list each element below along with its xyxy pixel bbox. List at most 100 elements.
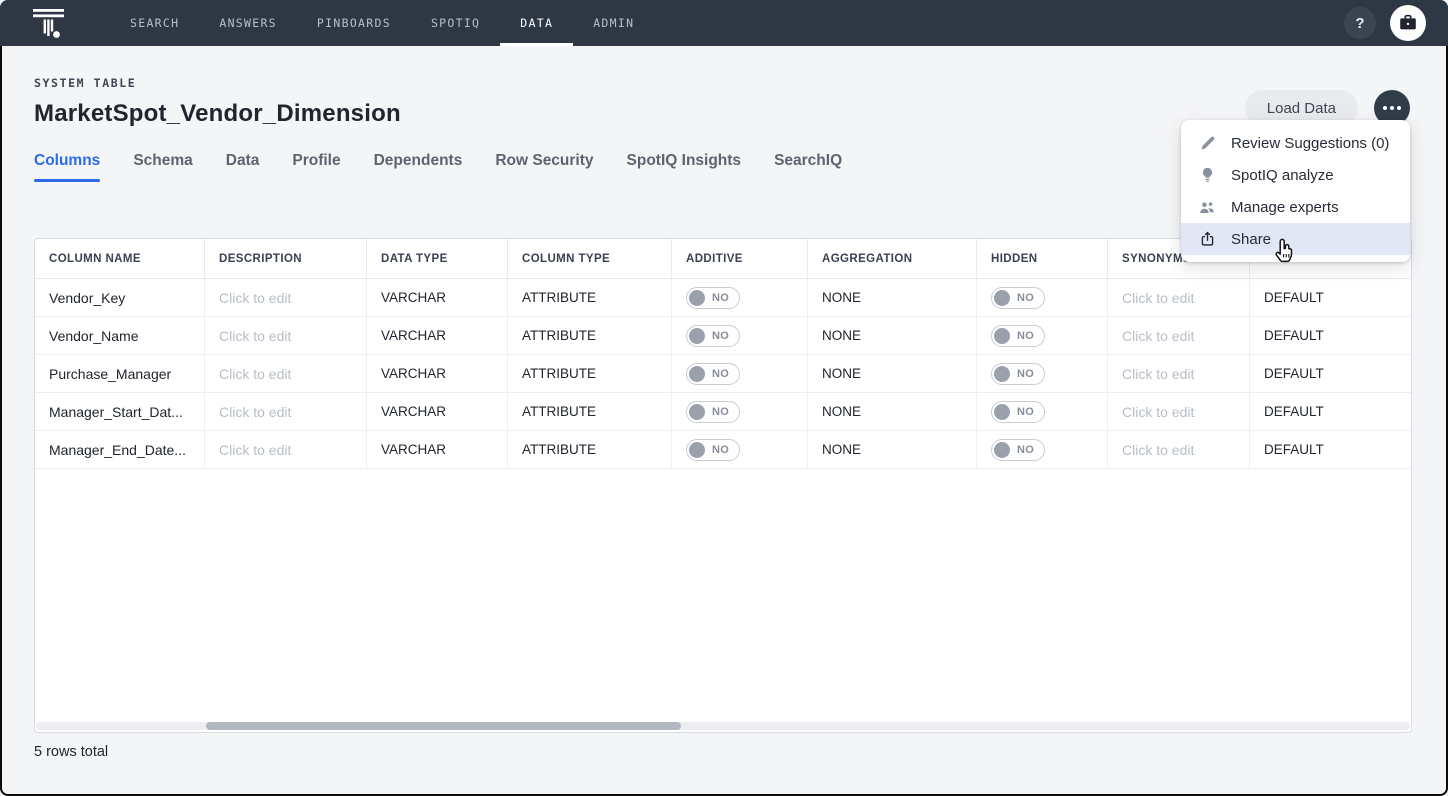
synonym-cell[interactable]: Click to edit bbox=[1108, 393, 1250, 431]
tab-searchiq[interactable]: SearchIQ bbox=[774, 152, 842, 182]
hidden-toggle[interactable]: NO bbox=[991, 401, 1045, 423]
index-type-cell[interactable]: DEFAULT bbox=[1250, 393, 1411, 431]
column-name-cell[interactable]: Vendor_Key bbox=[35, 279, 205, 317]
horizontal-scrollbar[interactable] bbox=[36, 722, 1410, 730]
hidden-cell: NO bbox=[977, 355, 1108, 393]
hidden-toggle[interactable]: NO bbox=[991, 287, 1045, 309]
briefcase-icon bbox=[1397, 12, 1419, 34]
additive-toggle[interactable]: NO bbox=[686, 287, 740, 309]
description-cell[interactable]: Click to edit bbox=[205, 355, 367, 393]
aggregation-cell[interactable]: NONE bbox=[808, 355, 977, 393]
toggle-knob-icon bbox=[689, 366, 705, 382]
nav-item-spotiq[interactable]: SPOTIQ bbox=[411, 0, 500, 46]
more-options-menu: Review Suggestions (0) SpotIQ analyze Ma… bbox=[1181, 120, 1410, 262]
data-type-cell: VARCHAR bbox=[367, 393, 508, 431]
thoughtspot-logo[interactable] bbox=[32, 5, 66, 41]
index-type-cell[interactable]: DEFAULT bbox=[1250, 317, 1411, 355]
additive-toggle[interactable]: NO bbox=[686, 363, 740, 385]
menu-item-label: Share bbox=[1231, 231, 1271, 248]
menu-item-manage-experts[interactable]: Manage experts bbox=[1181, 191, 1410, 223]
hidden-toggle[interactable]: NO bbox=[991, 439, 1045, 461]
table-row: Purchase_Manager Click to edit VARCHAR A… bbox=[35, 355, 1411, 393]
nav-item-pinboards[interactable]: PINBOARDS bbox=[297, 0, 411, 46]
description-cell[interactable]: Click to edit bbox=[205, 317, 367, 355]
data-type-cell: VARCHAR bbox=[367, 355, 508, 393]
menu-item-review-suggestions[interactable]: Review Suggestions (0) bbox=[1181, 127, 1410, 159]
additive-cell: NO bbox=[672, 393, 808, 431]
aggregation-cell[interactable]: NONE bbox=[808, 279, 977, 317]
user-avatar[interactable] bbox=[1390, 5, 1426, 41]
index-type-cell[interactable]: DEFAULT bbox=[1250, 431, 1411, 469]
header-hidden: HIDDEN bbox=[977, 239, 1108, 279]
synonym-cell[interactable]: Click to edit bbox=[1108, 431, 1250, 469]
menu-item-spotiq-analyze[interactable]: SpotIQ analyze bbox=[1181, 159, 1410, 191]
share-icon bbox=[1197, 230, 1217, 248]
description-cell[interactable]: Click to edit bbox=[205, 393, 367, 431]
index-type-cell[interactable]: DEFAULT bbox=[1250, 279, 1411, 317]
menu-item-label: SpotIQ analyze bbox=[1231, 167, 1334, 184]
description-cell[interactable]: Click to edit bbox=[205, 279, 367, 317]
header-column-type: COLUMN TYPE bbox=[508, 239, 672, 279]
toggle-knob-icon bbox=[689, 442, 705, 458]
synonym-cell[interactable]: Click to edit bbox=[1108, 317, 1250, 355]
menu-item-label: Review Suggestions (0) bbox=[1231, 135, 1389, 152]
hidden-toggle[interactable]: NO bbox=[991, 325, 1045, 347]
tab-data[interactable]: Data bbox=[226, 152, 260, 182]
nav-item-data[interactable]: DATA bbox=[500, 0, 573, 46]
index-type-cell[interactable]: DEFAULT bbox=[1250, 355, 1411, 393]
column-name-cell[interactable]: Manager_End_Date... bbox=[35, 431, 205, 469]
hidden-cell: NO bbox=[977, 317, 1108, 355]
hidden-cell: NO bbox=[977, 431, 1108, 469]
tab-dependents[interactable]: Dependents bbox=[374, 152, 463, 182]
synonym-cell[interactable]: Click to edit bbox=[1108, 279, 1250, 317]
aggregation-cell[interactable]: NONE bbox=[808, 393, 977, 431]
column-type-cell[interactable]: ATTRIBUTE bbox=[508, 317, 672, 355]
tab-columns[interactable]: Columns bbox=[34, 152, 100, 182]
ellipsis-icon bbox=[1397, 106, 1401, 110]
lightbulb-icon bbox=[1197, 166, 1217, 184]
tab-profile[interactable]: Profile bbox=[292, 152, 340, 182]
ellipsis-icon bbox=[1390, 106, 1394, 110]
aggregation-cell[interactable]: NONE bbox=[808, 317, 977, 355]
synonym-cell[interactable]: Click to edit bbox=[1108, 355, 1250, 393]
question-mark-icon: ? bbox=[1355, 15, 1364, 32]
data-type-cell: VARCHAR bbox=[367, 431, 508, 469]
pencil-icon bbox=[1197, 135, 1217, 152]
aggregation-cell[interactable]: NONE bbox=[808, 431, 977, 469]
column-type-cell[interactable]: ATTRIBUTE bbox=[508, 355, 672, 393]
header-additive: ADDITIVE bbox=[672, 239, 808, 279]
ellipsis-icon bbox=[1383, 106, 1387, 110]
column-name-cell[interactable]: Purchase_Manager bbox=[35, 355, 205, 393]
horizontal-scrollbar-thumb[interactable] bbox=[206, 722, 681, 730]
additive-toggle[interactable]: NO bbox=[686, 325, 740, 347]
additive-cell: NO bbox=[672, 317, 808, 355]
column-name-cell[interactable]: Vendor_Name bbox=[35, 317, 205, 355]
description-cell[interactable]: Click to edit bbox=[205, 431, 367, 469]
object-type-label: SYSTEM TABLE bbox=[34, 76, 401, 90]
hidden-toggle[interactable]: NO bbox=[991, 363, 1045, 385]
menu-item-share[interactable]: Share bbox=[1181, 223, 1410, 255]
additive-toggle[interactable]: NO bbox=[686, 401, 740, 423]
column-type-cell[interactable]: ATTRIBUTE bbox=[508, 393, 672, 431]
tab-row-security[interactable]: Row Security bbox=[495, 152, 593, 182]
toggle-knob-icon bbox=[994, 366, 1010, 382]
menu-item-label: Manage experts bbox=[1231, 199, 1339, 216]
nav-item-admin[interactable]: ADMIN bbox=[573, 0, 654, 46]
nav-item-search[interactable]: SEARCH bbox=[110, 0, 199, 46]
page-title: MarketSpot_Vendor_Dimension bbox=[34, 100, 401, 128]
data-type-cell: VARCHAR bbox=[367, 317, 508, 355]
nav-item-answers[interactable]: ANSWERS bbox=[199, 0, 297, 46]
toggle-knob-icon bbox=[689, 328, 705, 344]
column-type-cell[interactable]: ATTRIBUTE bbox=[508, 431, 672, 469]
help-button[interactable]: ? bbox=[1344, 7, 1376, 39]
tab-schema[interactable]: Schema bbox=[133, 152, 192, 182]
toggle-knob-icon bbox=[689, 290, 705, 306]
app-window: SEARCH ANSWERS PINBOARDS SPOTIQ DATA ADM… bbox=[0, 0, 1448, 796]
tab-spotiq-insights[interactable]: SpotIQ Insights bbox=[627, 152, 742, 182]
toggle-knob-icon bbox=[994, 404, 1010, 420]
column-name-cell[interactable]: Manager_Start_Dat... bbox=[35, 393, 205, 431]
toggle-knob-icon bbox=[994, 328, 1010, 344]
table-row: Manager_End_Date... Click to edit VARCHA… bbox=[35, 431, 1411, 469]
column-type-cell[interactable]: ATTRIBUTE bbox=[508, 279, 672, 317]
additive-toggle[interactable]: NO bbox=[686, 439, 740, 461]
